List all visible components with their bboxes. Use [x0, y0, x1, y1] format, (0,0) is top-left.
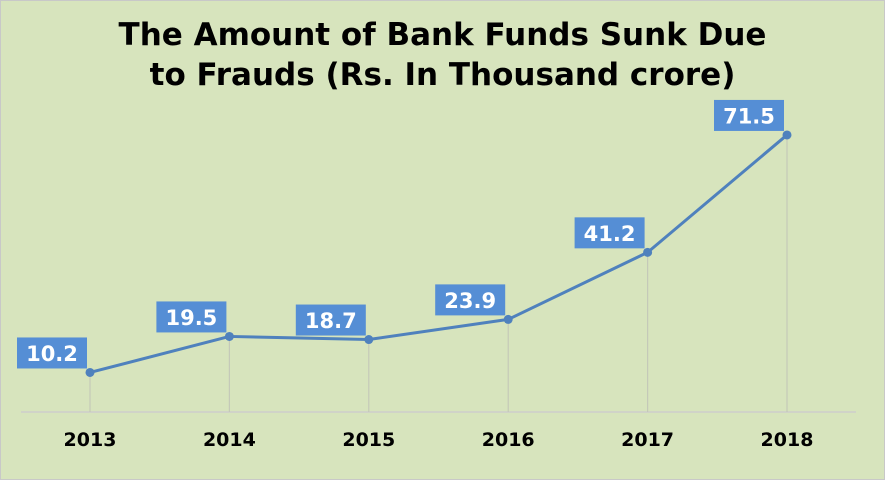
- data-label: 41.2: [584, 222, 636, 246]
- data-label: 10.2: [26, 342, 78, 366]
- data-label: 18.7: [305, 309, 357, 333]
- data-label-box: [435, 284, 506, 316]
- data-label-box: [574, 217, 645, 249]
- data-point: [503, 314, 513, 324]
- data-label-box: [17, 337, 87, 369]
- data-label: 71.5: [723, 104, 775, 128]
- data-point: [782, 130, 792, 140]
- x-tick-label: 2018: [761, 429, 814, 451]
- x-tick-label: 2013: [64, 429, 117, 451]
- chart-title-line-2: to Frauds (Rs. In Thousand crore): [149, 57, 736, 93]
- x-tick-label: 2014: [203, 429, 256, 451]
- data-label-box: [156, 301, 227, 333]
- chart-title: The Amount of Bank Funds Sunk Due to Fra…: [1, 15, 884, 95]
- data-label-box: [714, 99, 784, 131]
- data-point: [85, 367, 95, 377]
- x-tick-label: 2017: [621, 429, 674, 451]
- chart-title-line-1: The Amount of Bank Funds Sunk Due: [118, 17, 767, 53]
- data-point: [224, 331, 234, 341]
- series-line: [89, 133, 788, 374]
- x-tick-label: 2016: [482, 429, 535, 451]
- data-point: [364, 335, 374, 345]
- data-label-box: [295, 304, 366, 336]
- data-label: 19.5: [165, 306, 217, 330]
- data-point: [643, 247, 653, 257]
- data-label: 23.9: [444, 289, 496, 313]
- x-tick-label: 2015: [342, 429, 395, 451]
